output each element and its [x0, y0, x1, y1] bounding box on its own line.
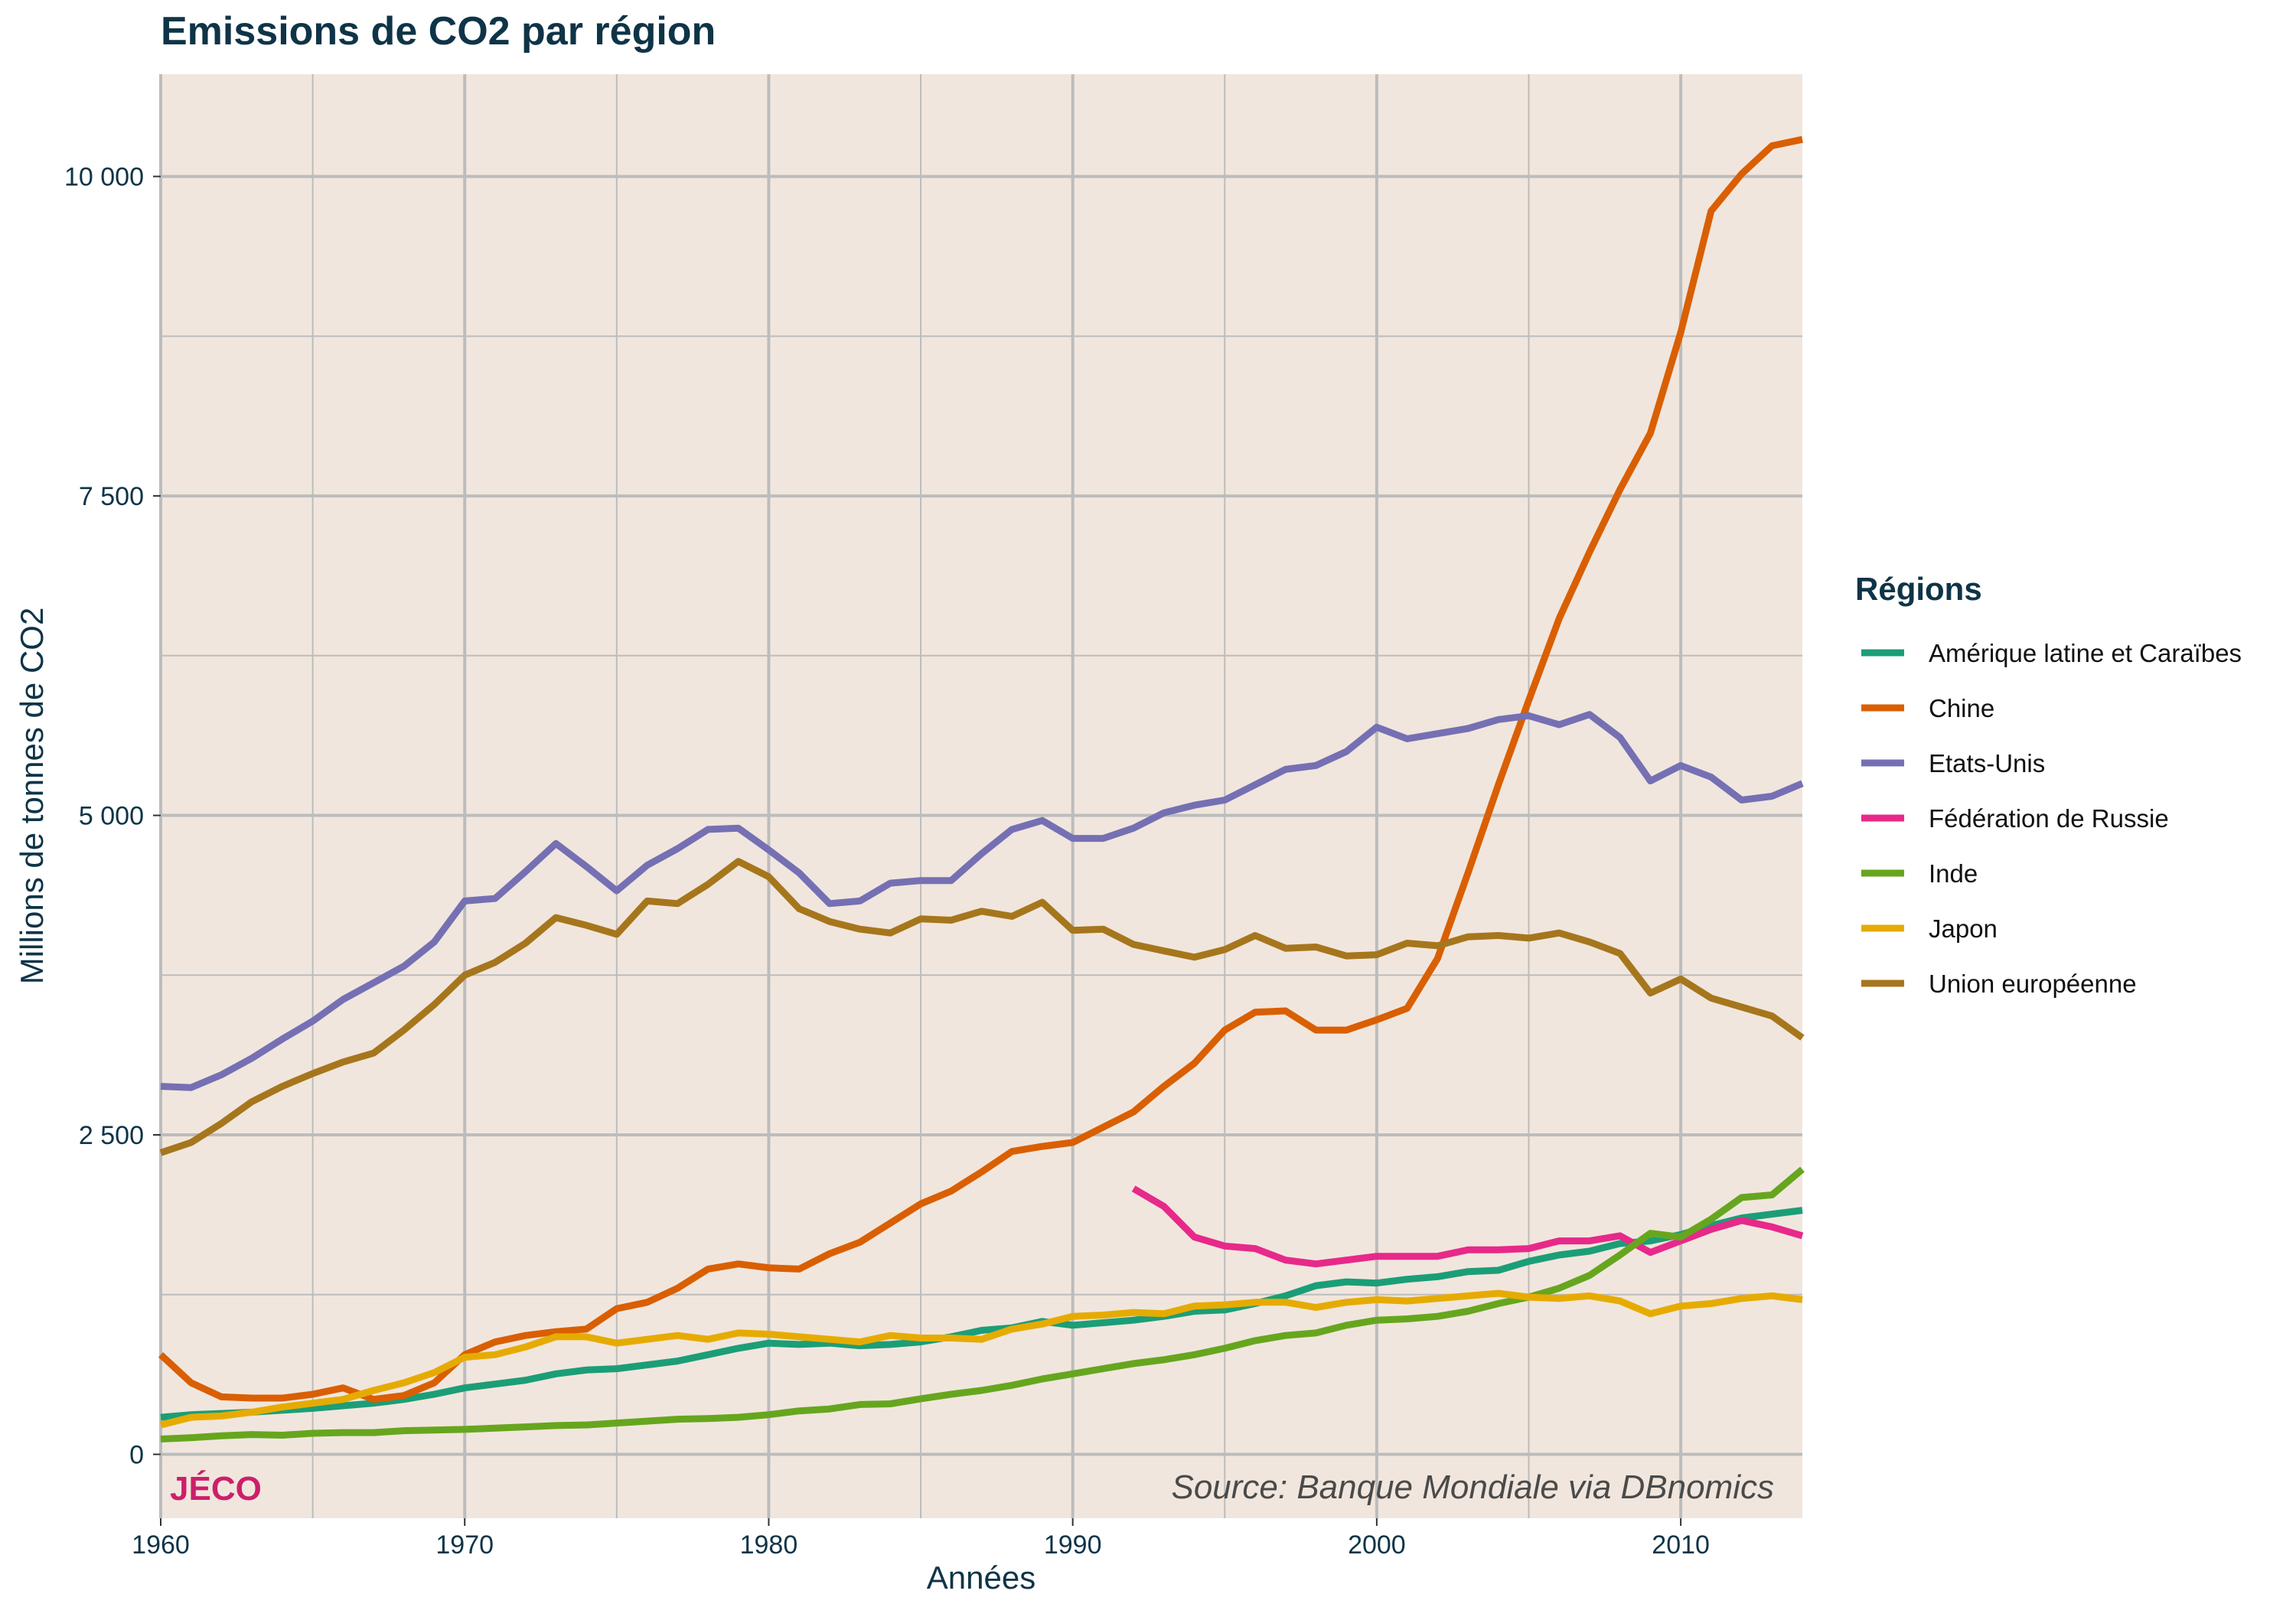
legend-label: Chine — [1929, 694, 1994, 722]
series-line-etats-unis — [160, 711, 1804, 1091]
x-axis-label: Années — [927, 1560, 1035, 1596]
chart-title: Emissions de CO2 par région — [161, 9, 716, 54]
series-line-japon — [159, 1289, 1803, 1429]
x-tick-label: 1960 — [132, 1530, 190, 1560]
legend-item-japon: Japon — [1861, 914, 1998, 943]
branding-logo: JÉCO — [170, 1469, 262, 1508]
grid-major — [159, 74, 1802, 1518]
legend-item-inde: Inde — [1861, 859, 1978, 888]
series-line-amerique-latine-et-caraibes — [160, 1207, 1803, 1421]
legend-item-federation-de-russie: Fédération de Russie — [1861, 804, 2169, 833]
x-tick-label: 2010 — [1652, 1530, 1710, 1560]
legend-item-etats-unis: Etats-Unis — [1861, 749, 2045, 777]
series-line-federation-de-russie — [1131, 1185, 1804, 1268]
legend-label: Amérique latine et Caraïbes — [1929, 639, 2242, 667]
source-note: Source: Banque Mondiale via DBnomics — [1171, 1468, 1774, 1506]
x-axis: 1960 1970 1980 1990 2000 2010 — [132, 1518, 1710, 1560]
legend-item-amerique-latine-et-caraibes: Amérique latine et Caraïbes — [1861, 639, 2242, 667]
legend-item-union-europeenne: Union européenne — [1861, 970, 2137, 998]
x-tick-label: 1980 — [740, 1530, 798, 1560]
y-tick-label: 7 500 — [79, 482, 144, 511]
legend-label: Inde — [1929, 859, 1978, 888]
x-tick-label: 2000 — [1348, 1530, 1406, 1560]
series-lines — [158, 135, 1805, 1442]
legend-label: Fédération de Russie — [1929, 804, 2169, 833]
legend-item-chine: Chine — [1861, 694, 1994, 722]
legend-label: Japon — [1929, 914, 1998, 943]
series-line-chine — [158, 135, 1803, 1403]
legend-label: Etats-Unis — [1929, 749, 2045, 777]
legend-title: Régions — [1855, 571, 1982, 607]
y-tick-label: 0 — [129, 1441, 144, 1470]
x-tick-label: 1990 — [1044, 1530, 1102, 1560]
grid-minor — [161, 74, 1802, 1518]
x-tick-label: 1970 — [435, 1530, 494, 1560]
y-tick-label: 2 500 — [79, 1121, 144, 1150]
legend: Régions Amérique latine et Caraïbes Chine… — [1855, 571, 2242, 998]
y-tick-label: 5 000 — [79, 802, 144, 831]
y-axis: 0 2 500 5 000 7 500 10 000 — [64, 163, 161, 1470]
series-line-union-europeenne — [159, 858, 1805, 1156]
legend-label: Union européenne — [1929, 970, 2137, 998]
y-tick-label: 10 000 — [64, 163, 144, 192]
y-axis-label: Millions de tonnes de CO2 — [14, 608, 50, 985]
